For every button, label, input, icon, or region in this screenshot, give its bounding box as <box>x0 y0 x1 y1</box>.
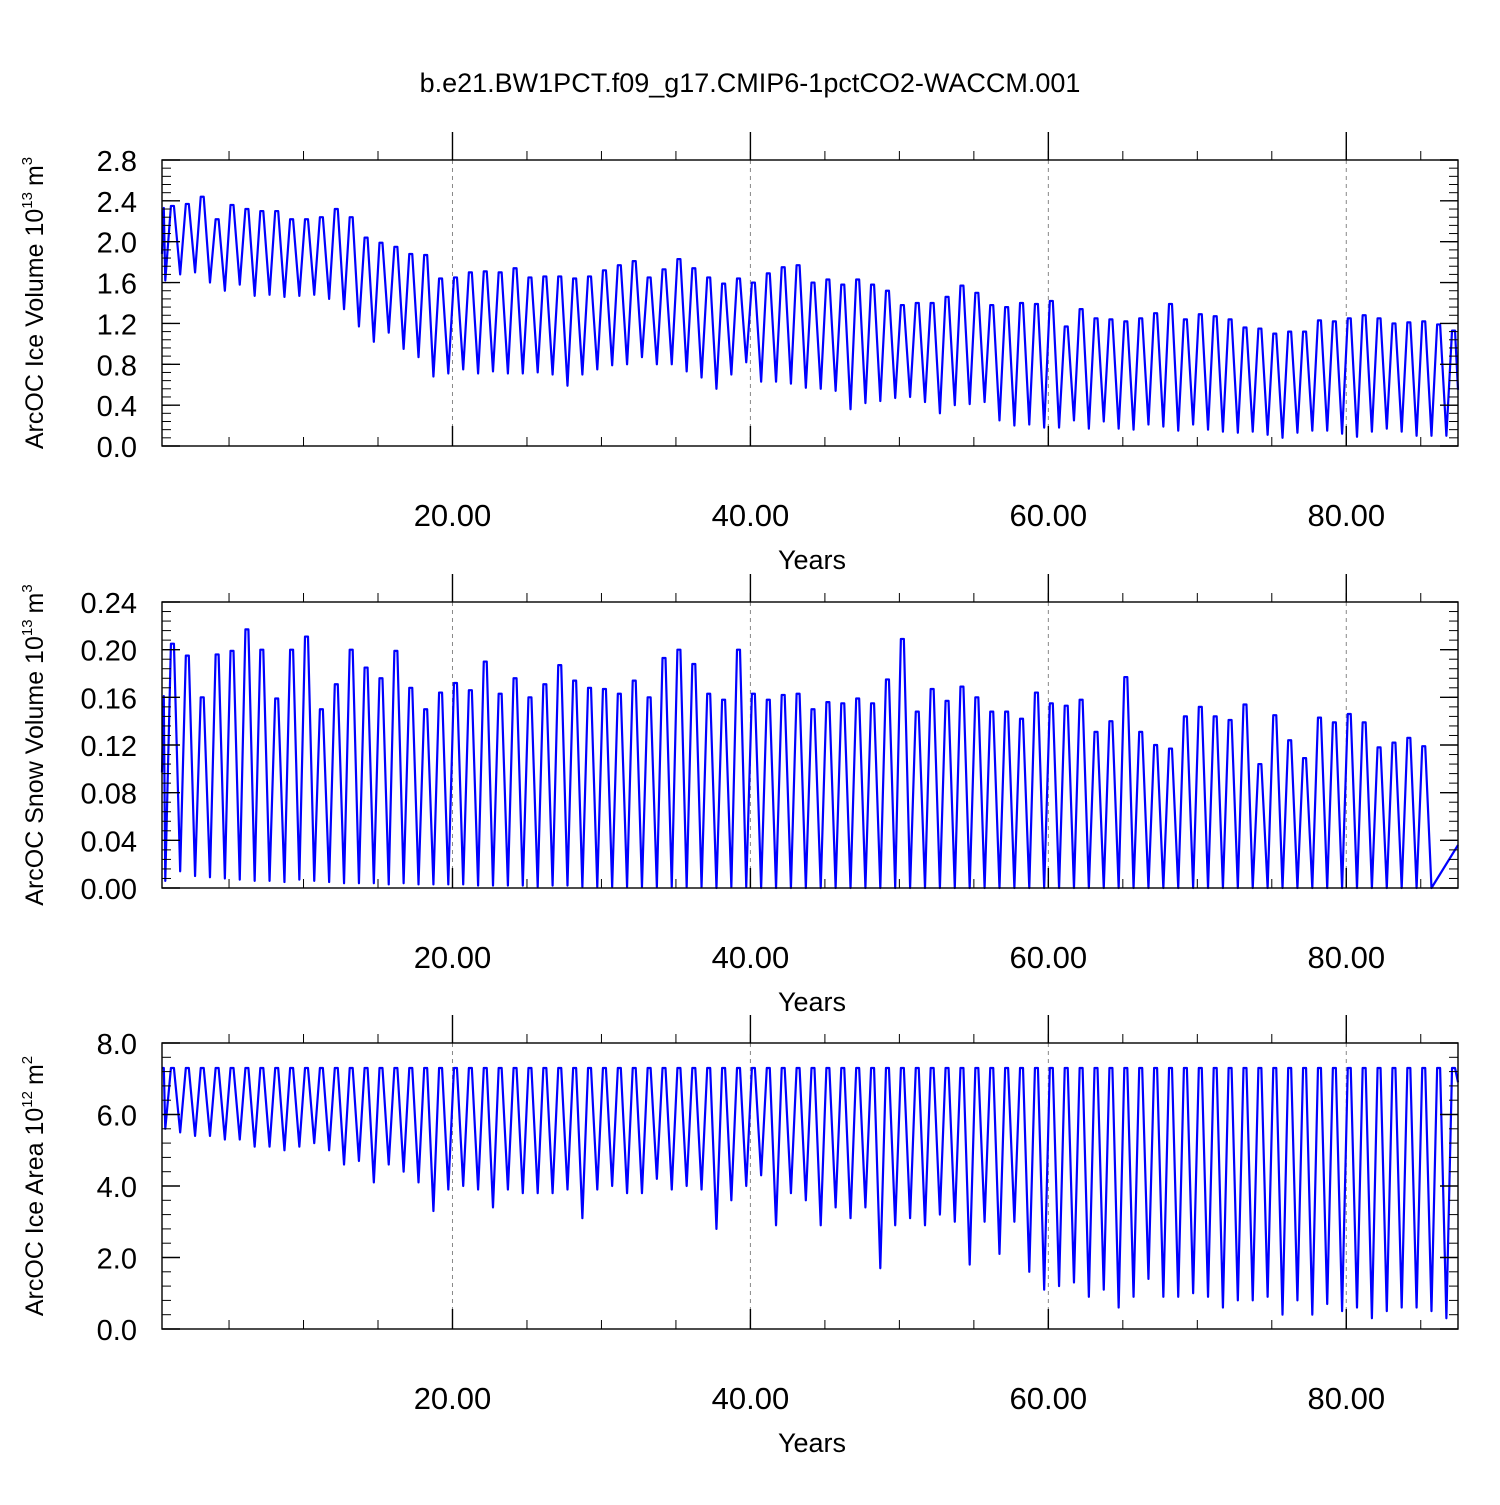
x-tick-label: 20.00 <box>414 1381 492 1416</box>
chart-panel-3: 0.0 2.0 4.0 6.0 8.0 20.00 40.00 60.00 80.00 Years… <box>19 1015 1460 1458</box>
x-tick-label: 80.00 <box>1307 940 1385 975</box>
x-tick-label: 80.00 <box>1307 498 1385 533</box>
y-axis-label-unit: m <box>21 593 49 614</box>
y-axis-label-unit-exponent: 3 <box>19 157 36 165</box>
y-axis-label-text: ArcOC Ice Volume 10 <box>21 209 49 449</box>
y-axis-label-exponent: 13 <box>19 619 36 636</box>
y-axis-label-exponent: 13 <box>19 192 36 209</box>
x-axis-label: Years <box>778 987 846 1017</box>
x-tick-label: 20.00 <box>414 498 492 533</box>
chart-panel-1: 0.0 0.4 0.8 1.2 1.6 2.0 2.4 2.8 20.00 40.00 60.00 8… <box>19 132 1460 575</box>
y-axis-label-unit: m <box>21 1064 49 1085</box>
chart-panel-2: 0.00 0.04 0.08 0.12 0.16 0.20 0.24 20.00 40.00 60… <box>19 574 1459 1017</box>
x-axis-label: Years <box>778 1428 846 1458</box>
y-axis-label-text: ArcOC Snow Volume 10 <box>21 636 49 906</box>
y-axis-label-unit: m <box>21 165 49 186</box>
x-tick-label: 20.00 <box>414 940 492 975</box>
y-tick-label: 2.4 <box>97 187 137 219</box>
y-tick-label: 0.12 <box>81 731 137 763</box>
plot-frame <box>161 159 1459 447</box>
y-axis-label-unit-exponent: 3 <box>19 584 36 592</box>
y-tick-label: 0.4 <box>97 391 137 423</box>
x-tick-label: 60.00 <box>1010 498 1088 533</box>
y-tick-label: 2.0 <box>97 228 137 260</box>
y-tick-label: 2.8 <box>97 146 137 178</box>
y-tick-label: 8.0 <box>97 1029 137 1061</box>
y-tick-label: 0.20 <box>81 636 137 668</box>
y-tick-label: 2.0 <box>97 1244 137 1276</box>
x-tick-label: 60.00 <box>1010 1381 1088 1416</box>
y-axis-label: ArcOC Ice Area 1012 m2 <box>19 1056 49 1316</box>
y-tick-label: 0.16 <box>81 683 137 715</box>
y-axis-label: ArcOC Snow Volume 1013 m3 <box>19 584 49 905</box>
x-tick-label: 40.00 <box>712 498 790 533</box>
x-tick-label: 40.00 <box>712 940 790 975</box>
y-tick-label: 0.0 <box>97 432 137 464</box>
y-tick-label: 1.2 <box>97 309 137 341</box>
y-tick-label: 1.6 <box>97 269 137 301</box>
y-axis-label-unit-exponent: 2 <box>19 1056 36 1064</box>
y-axis-label-exponent: 12 <box>19 1091 36 1108</box>
figure-title: b.e21.BW1PCT.f09_g17.CMIP6-1pctCO2-WACCM… <box>420 68 1081 98</box>
y-tick-label: 0.8 <box>97 350 137 382</box>
y-tick-label: 0.0 <box>97 1315 137 1347</box>
x-tick-label: 40.00 <box>712 1381 790 1416</box>
y-tick-label: 6.0 <box>97 1101 137 1133</box>
y-tick-label: 0.08 <box>81 779 137 811</box>
y-axis-label-text: ArcOC Ice Area 10 <box>21 1108 49 1316</box>
data-series-line <box>160 195 1460 439</box>
data-series-line <box>162 1066 1460 1320</box>
x-tick-label: 80.00 <box>1307 1381 1385 1416</box>
y-tick-label: 0.04 <box>81 826 137 858</box>
y-tick-label: 0.24 <box>81 588 137 620</box>
y-axis-label: ArcOC Ice Volume 1013 m3 <box>19 157 49 449</box>
y-tick-label: 4.0 <box>97 1172 137 1204</box>
x-tick-label: 60.00 <box>1010 940 1088 975</box>
panels: 0.00.40.81.21.62.02.42.820.00 40.00 60.00 8… <box>19 132 1460 1458</box>
y-tick-label: 0.00 <box>81 874 137 906</box>
x-axis-label: Years <box>778 545 846 575</box>
data-series-line <box>160 628 1459 890</box>
